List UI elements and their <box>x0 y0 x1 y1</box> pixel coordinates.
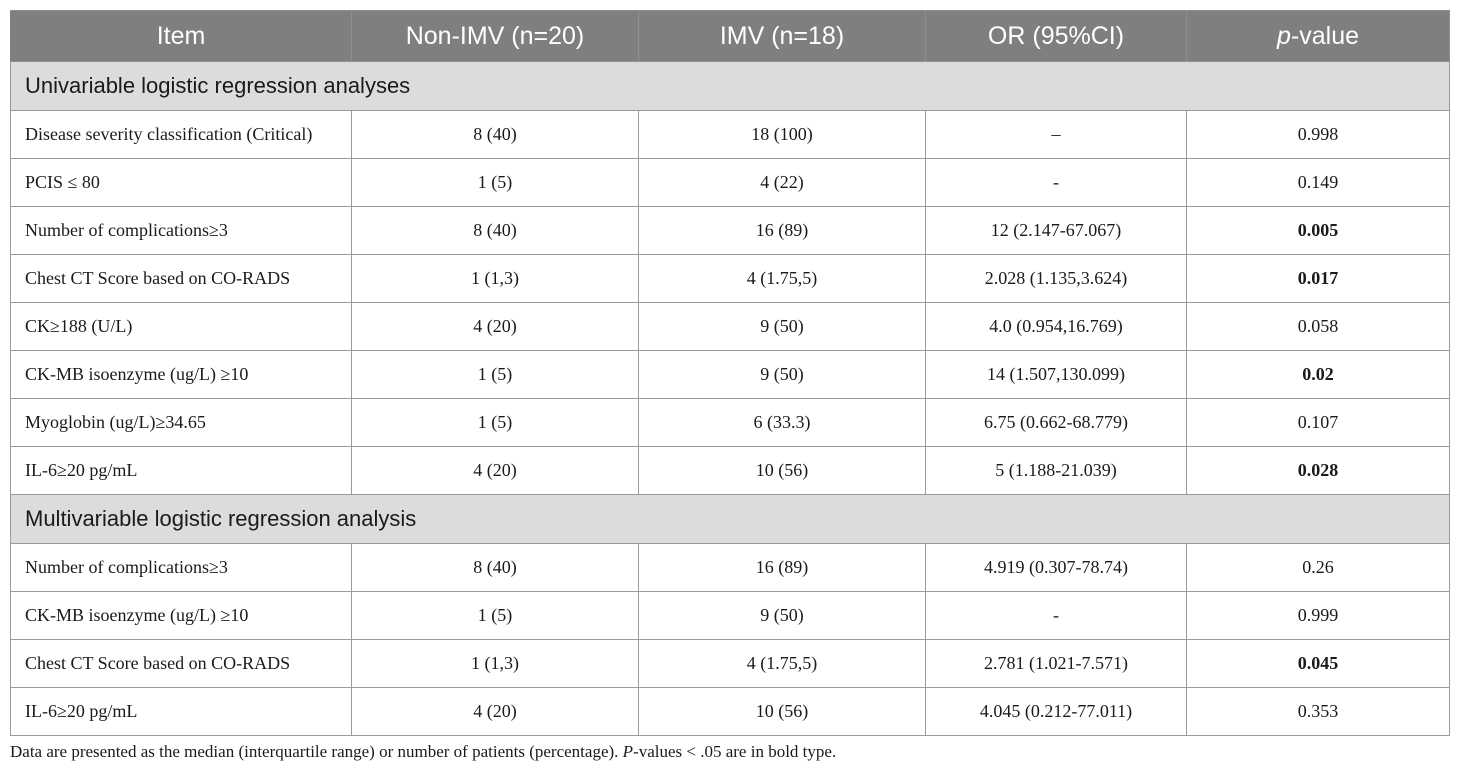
cell-item: Chest CT Score based on CO-RADS <box>10 254 352 303</box>
header-p-rest: -value <box>1290 21 1359 50</box>
table-row: Number of complications≥3 8 (40) 16 (89) 4.… <box>10 543 1450 592</box>
cell-item: Chest CT Score based on CO-RADS <box>10 639 352 688</box>
cell-p-value: 0.045 <box>1186 639 1450 688</box>
table-row: CK-MB isoenzyme (ug/L) ≥10 1 (5) 9 (50) 14 … <box>10 350 1450 399</box>
cell-or: – <box>925 110 1187 159</box>
cell-p-value: 0.998 <box>1186 110 1450 159</box>
cell-or: 4.0 (0.954,16.769) <box>925 302 1187 351</box>
cell-non-imv: 1 (1,3) <box>351 639 639 688</box>
cell-p-value: 0.005 <box>1186 206 1450 255</box>
cell-p-value: 0.028 <box>1186 446 1450 495</box>
table-row: Myoglobin (ug/L)≥34.65 1 (5) 6 (33.3) 6.75 … <box>10 398 1450 447</box>
cell-p-value: 0.017 <box>1186 254 1450 303</box>
cell-imv: 9 (50) <box>638 302 926 351</box>
header-row: Item Non-IMV (n=20) IMV (n=18) OR (95%CI… <box>10 10 1450 62</box>
cell-imv: 16 (89) <box>638 543 926 592</box>
table-row: Number of complications≥3 8 (40) 16 (89) 12… <box>10 206 1450 255</box>
cell-p-value: 0.058 <box>1186 302 1450 351</box>
cell-imv: 4 (1.75,5) <box>638 254 926 303</box>
cell-p-value: 0.353 <box>1186 687 1450 736</box>
cell-imv: 9 (50) <box>638 350 926 399</box>
cell-imv: 16 (89) <box>638 206 926 255</box>
cell-non-imv: 8 (40) <box>351 206 639 255</box>
header-p-value: p-value <box>1186 10 1450 62</box>
cell-or: 2.028 (1.135,3.624) <box>925 254 1187 303</box>
cell-non-imv: 1 (5) <box>351 350 639 399</box>
cell-non-imv: 4 (20) <box>351 302 639 351</box>
cell-p-value: 0.107 <box>1186 398 1450 447</box>
cell-imv: 9 (50) <box>638 591 926 640</box>
cell-imv: 10 (56) <box>638 446 926 495</box>
cell-item: Disease severity classification (Critica… <box>10 110 352 159</box>
header-item: Item <box>10 10 352 62</box>
cell-p-value: 0.999 <box>1186 591 1450 640</box>
results-table-container: Item Non-IMV (n=20) IMV (n=18) OR (95%CI… <box>10 10 1450 736</box>
table-footnote: Data are presented as the median (interq… <box>10 742 836 762</box>
header-imv: IMV (n=18) <box>638 10 926 62</box>
footnote-part1: Data are presented as the median (interq… <box>10 742 623 761</box>
cell-item: Number of complications≥3 <box>10 543 352 592</box>
cell-or: 4.045 (0.212-77.011) <box>925 687 1187 736</box>
cell-item: Myoglobin (ug/L)≥34.65 <box>10 398 352 447</box>
cell-or: 12 (2.147-67.067) <box>925 206 1187 255</box>
table-header: Item Non-IMV (n=20) IMV (n=18) OR (95%CI… <box>10 10 1450 62</box>
cell-imv: 4 (1.75,5) <box>638 639 926 688</box>
cell-or: 5 (1.188-21.039) <box>925 446 1187 495</box>
table-row: Chest CT Score based on CO-RADS 1 (1,3) 4 … <box>10 254 1450 303</box>
table-row: PCIS ≤ 80 1 (5) 4 (22) -0.149 <box>10 158 1450 207</box>
cell-non-imv: 4 (20) <box>351 687 639 736</box>
section-row: Univariable logistic regression analyses <box>10 61 1450 111</box>
cell-or: - <box>925 158 1187 207</box>
table-row: IL-6≥20 pg/mL 4 (20) 10 (56) 5 (1.188-21.03… <box>10 446 1450 495</box>
cell-non-imv: 1 (5) <box>351 591 639 640</box>
table-row: CK-MB isoenzyme (ug/L) ≥10 1 (5) 9 (50) -0.… <box>10 591 1450 640</box>
cell-p-value: 0.02 <box>1186 350 1450 399</box>
header-p-italic: p <box>1277 21 1291 50</box>
cell-non-imv: 8 (40) <box>351 543 639 592</box>
cell-non-imv: 8 (40) <box>351 110 639 159</box>
cell-item: CK-MB isoenzyme (ug/L) ≥10 <box>10 591 352 640</box>
cell-item: CK≥188 (U/L) <box>10 302 352 351</box>
table-row: Chest CT Score based on CO-RADS 1 (1,3) 4 … <box>10 639 1450 688</box>
cell-non-imv: 1 (5) <box>351 398 639 447</box>
table-row: Disease severity classification (Critica… <box>10 110 1450 159</box>
table-body: Univariable logistic regression analyses… <box>10 61 1450 736</box>
cell-item: CK-MB isoenzyme (ug/L) ≥10 <box>10 350 352 399</box>
cell-imv: 4 (22) <box>638 158 926 207</box>
logistic-regression-table: Item Non-IMV (n=20) IMV (n=18) OR (95%CI… <box>10 10 1450 736</box>
cell-item: IL-6≥20 pg/mL <box>10 446 352 495</box>
cell-imv: 6 (33.3) <box>638 398 926 447</box>
footnote-part2: -values < .05 are in bold type. <box>633 742 837 761</box>
header-or: OR (95%CI) <box>925 10 1187 62</box>
section-title: Multivariable logistic regression analys… <box>10 494 1450 544</box>
cell-or: 14 (1.507,130.099) <box>925 350 1187 399</box>
cell-imv: 10 (56) <box>638 687 926 736</box>
header-non-imv: Non-IMV (n=20) <box>351 10 639 62</box>
cell-non-imv: 1 (5) <box>351 158 639 207</box>
cell-non-imv: 1 (1,3) <box>351 254 639 303</box>
footnote-p-italic: P <box>622 742 634 761</box>
cell-p-value: 0.26 <box>1186 543 1450 592</box>
cell-or: 6.75 (0.662-68.779) <box>925 398 1187 447</box>
cell-item: Number of complications≥3 <box>10 206 352 255</box>
table-row: CK≥188 (U/L) 4 (20) 9 (50) 4.0 (0.954,16.76… <box>10 302 1450 351</box>
section-title: Univariable logistic regression analyses <box>10 61 1450 111</box>
section-row: Multivariable logistic regression analys… <box>10 494 1450 544</box>
cell-item: IL-6≥20 pg/mL <box>10 687 352 736</box>
cell-or: - <box>925 591 1187 640</box>
cell-non-imv: 4 (20) <box>351 446 639 495</box>
cell-or: 4.919 (0.307-78.74) <box>925 543 1187 592</box>
cell-imv: 18 (100) <box>638 110 926 159</box>
table-row: IL-6≥20 pg/mL 4 (20) 10 (56) 4.045 (0.212-7… <box>10 687 1450 736</box>
cell-p-value: 0.149 <box>1186 158 1450 207</box>
cell-or: 2.781 (1.021-7.571) <box>925 639 1187 688</box>
cell-item: PCIS ≤ 80 <box>10 158 352 207</box>
